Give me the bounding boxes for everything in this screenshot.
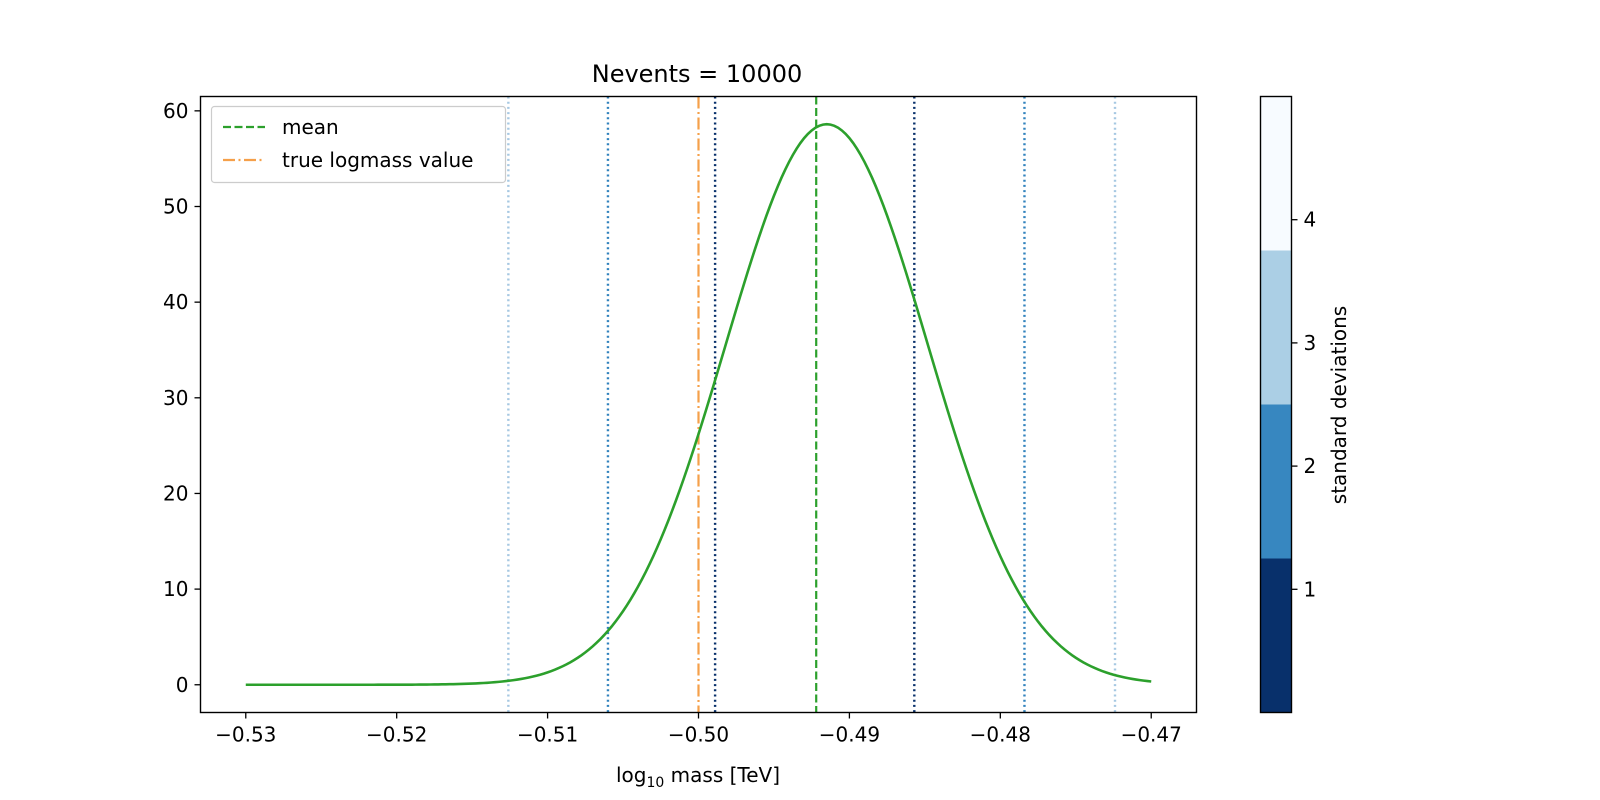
colorbar-bands	[1260, 96, 1292, 713]
colorbar-tick-label: 3	[1304, 331, 1317, 355]
x-tick-label: −0.51	[517, 723, 578, 747]
x-tick-label: −0.52	[366, 723, 427, 747]
colorbar-tick-label: 4	[1304, 208, 1317, 232]
y-tick-label: 0	[176, 673, 189, 697]
legend-box	[210, 105, 507, 184]
colorbar-band	[1260, 96, 1292, 251]
x-axis-label: log10 mass [TeV]	[616, 763, 780, 791]
y-tick-label: 20	[163, 481, 188, 505]
x-tick-label: −0.53	[215, 723, 276, 747]
y-tick-label: 50	[163, 195, 188, 219]
colorbar-band	[1260, 558, 1292, 713]
plot-area	[245, 96, 1152, 713]
x-tick-label: −0.48	[970, 723, 1031, 747]
colorbar-ticks: 1 2 3 4	[1291, 208, 1317, 601]
y-axis: 0 10 20 30 40 50 60	[163, 99, 201, 697]
x-axis: −0.53 −0.52 −0.51 −0.50 −0.49 −0.48 −0.47	[215, 712, 1182, 747]
y-tick-label: 30	[163, 386, 188, 410]
legend: mean true logmass value	[210, 105, 507, 184]
y-tick-label: 40	[163, 290, 188, 314]
x-tick-label: −0.49	[819, 723, 880, 747]
colorbar-band	[1260, 404, 1292, 559]
colorbar-frame	[1259, 95, 1293, 714]
density-curve	[245, 122, 1152, 687]
colorbar: 1 2 3 4 standard deviations	[1259, 95, 1351, 714]
colorbar-tick-label: 2	[1304, 454, 1317, 478]
colorbar-label: standard deviations	[1327, 306, 1351, 504]
colorbar-band	[1260, 250, 1292, 405]
legend-label-mean: mean	[282, 115, 339, 139]
x-tick-label: −0.47	[1121, 723, 1182, 747]
legend-label-true-logmass: true logmass value	[282, 148, 473, 172]
chart-title: Nevents = 10000	[592, 60, 803, 88]
y-tick-label: 60	[163, 99, 188, 123]
x-tick-label: −0.50	[668, 723, 729, 747]
y-tick-label: 10	[163, 577, 188, 601]
colorbar-tick-label: 1	[1304, 577, 1317, 601]
